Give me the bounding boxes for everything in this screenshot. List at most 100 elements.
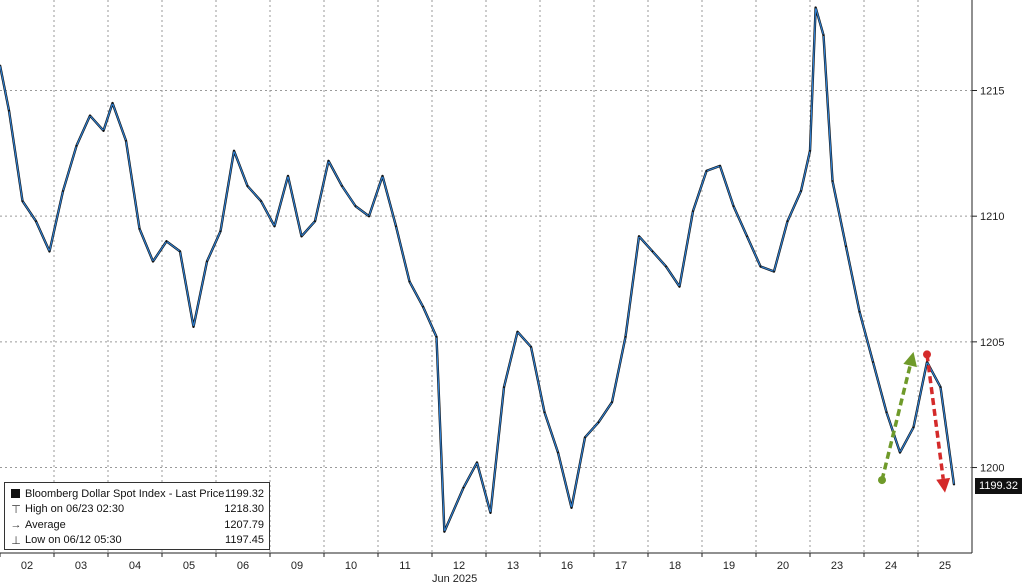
x-tick-label: 03	[75, 560, 87, 572]
price-point	[21, 200, 24, 202]
price-point	[516, 330, 519, 333]
price-point	[678, 285, 681, 288]
legend-value: 1199.32	[225, 487, 264, 500]
y-tick-label: 1205	[980, 337, 1004, 349]
x-tick-label: 04	[129, 560, 141, 572]
x-tick-label: 23	[831, 560, 843, 572]
y-tick-label: 1200	[980, 463, 1004, 475]
price-line-shadow	[0, 6, 956, 533]
price-point	[354, 205, 357, 208]
price-point	[476, 461, 478, 464]
price-point	[597, 421, 600, 424]
price-point	[611, 401, 613, 404]
price-point	[125, 139, 127, 142]
price-point	[665, 265, 667, 268]
arrow-down-head	[936, 477, 951, 493]
legend-row-high: ⊤ High on 06/23 02:30 1218.30	[10, 502, 264, 518]
x-tick-label: 10	[345, 560, 357, 572]
price-point	[8, 109, 10, 112]
price-point	[503, 386, 505, 388]
price-point	[246, 185, 249, 187]
price-point	[800, 190, 802, 192]
high-marker-icon: ⊤	[11, 503, 21, 516]
price-point	[206, 260, 208, 263]
price-point	[48, 250, 51, 253]
price-point	[705, 170, 708, 172]
price-point	[75, 144, 78, 147]
arrow-up-head	[903, 351, 917, 368]
price-point	[543, 411, 546, 414]
legend-label: Low on 06/12 05:30	[25, 534, 122, 547]
price-point	[381, 175, 384, 177]
legend-label: Average	[25, 518, 66, 531]
price-point	[89, 114, 91, 117]
price-point	[872, 361, 874, 363]
grid-lines	[0, 0, 972, 553]
average-marker-icon: →	[10, 518, 22, 531]
price-point	[899, 451, 901, 454]
price-point	[179, 250, 181, 253]
price-point	[885, 411, 888, 414]
x-tick-label: 19	[723, 560, 735, 572]
axes: 1200 1205 1210 1215 02 03 04 05 06 09 10 11 12 13 16 17…	[0, 0, 1004, 572]
legend-label: High on 06/23 02:30	[25, 503, 125, 516]
price-point	[327, 159, 330, 162]
price-point	[624, 335, 627, 338]
price-point	[786, 220, 789, 223]
price-point	[300, 235, 303, 238]
x-tick-label: 06	[237, 560, 249, 572]
price-point	[953, 483, 955, 486]
x-tick-label: 13	[507, 560, 519, 572]
x-tick-label: 11	[399, 560, 410, 572]
price-point	[435, 335, 438, 338]
price-point	[651, 250, 654, 253]
price-point	[138, 227, 141, 230]
price-point	[530, 345, 532, 348]
price-point	[570, 506, 573, 509]
price-point	[422, 305, 424, 308]
price-point	[287, 175, 289, 177]
price-line	[0, 6, 955, 533]
arrow-up-shaft	[880, 365, 912, 481]
x-tick-label: 02	[21, 560, 33, 572]
price-point	[822, 34, 825, 37]
price-point	[489, 511, 492, 514]
legend-row-last-price: Bloomberg Dollar Spot Index - Last Price…	[10, 486, 264, 502]
y-tick-label: 1215	[980, 85, 1004, 97]
x-tick-label: 17	[615, 560, 627, 572]
legend-label: Bloomberg Dollar Spot Index - Last Price	[25, 487, 225, 500]
price-point	[732, 205, 735, 208]
price-point	[219, 230, 222, 233]
y-tick-label: 1210	[980, 211, 1004, 223]
price-point	[341, 185, 343, 187]
arrow-down-shaft	[925, 354, 945, 480]
annotation-arrows	[878, 350, 951, 493]
x-tick-label: 18	[669, 560, 681, 572]
month-label: Jun 2025	[432, 573, 478, 585]
price-point	[759, 265, 762, 268]
price-point	[912, 426, 915, 429]
legend: Bloomberg Dollar Spot Index - Last Price…	[4, 482, 270, 550]
price-series	[0, 6, 956, 533]
price-point	[192, 325, 195, 328]
price-point	[462, 486, 465, 489]
price-point	[773, 270, 775, 273]
arrow-up-start	[878, 476, 886, 485]
price-point	[165, 240, 168, 243]
price-point	[638, 235, 640, 238]
price-point	[273, 225, 276, 228]
price-point	[719, 165, 721, 167]
legend-value: 1197.45	[225, 534, 264, 547]
square-icon	[11, 489, 20, 499]
x-tick-label: 20	[777, 560, 789, 572]
low-marker-icon: ⊥	[11, 534, 21, 547]
price-point	[0, 64, 1, 67]
price-point	[152, 260, 154, 263]
legend-value: 1218.30	[224, 503, 264, 516]
legend-value: 1207.79	[224, 518, 264, 531]
x-tick-label: 24	[885, 560, 897, 572]
price-point	[233, 149, 235, 152]
price-point	[395, 225, 397, 228]
last-price-tag: 1199.32	[975, 478, 1022, 494]
